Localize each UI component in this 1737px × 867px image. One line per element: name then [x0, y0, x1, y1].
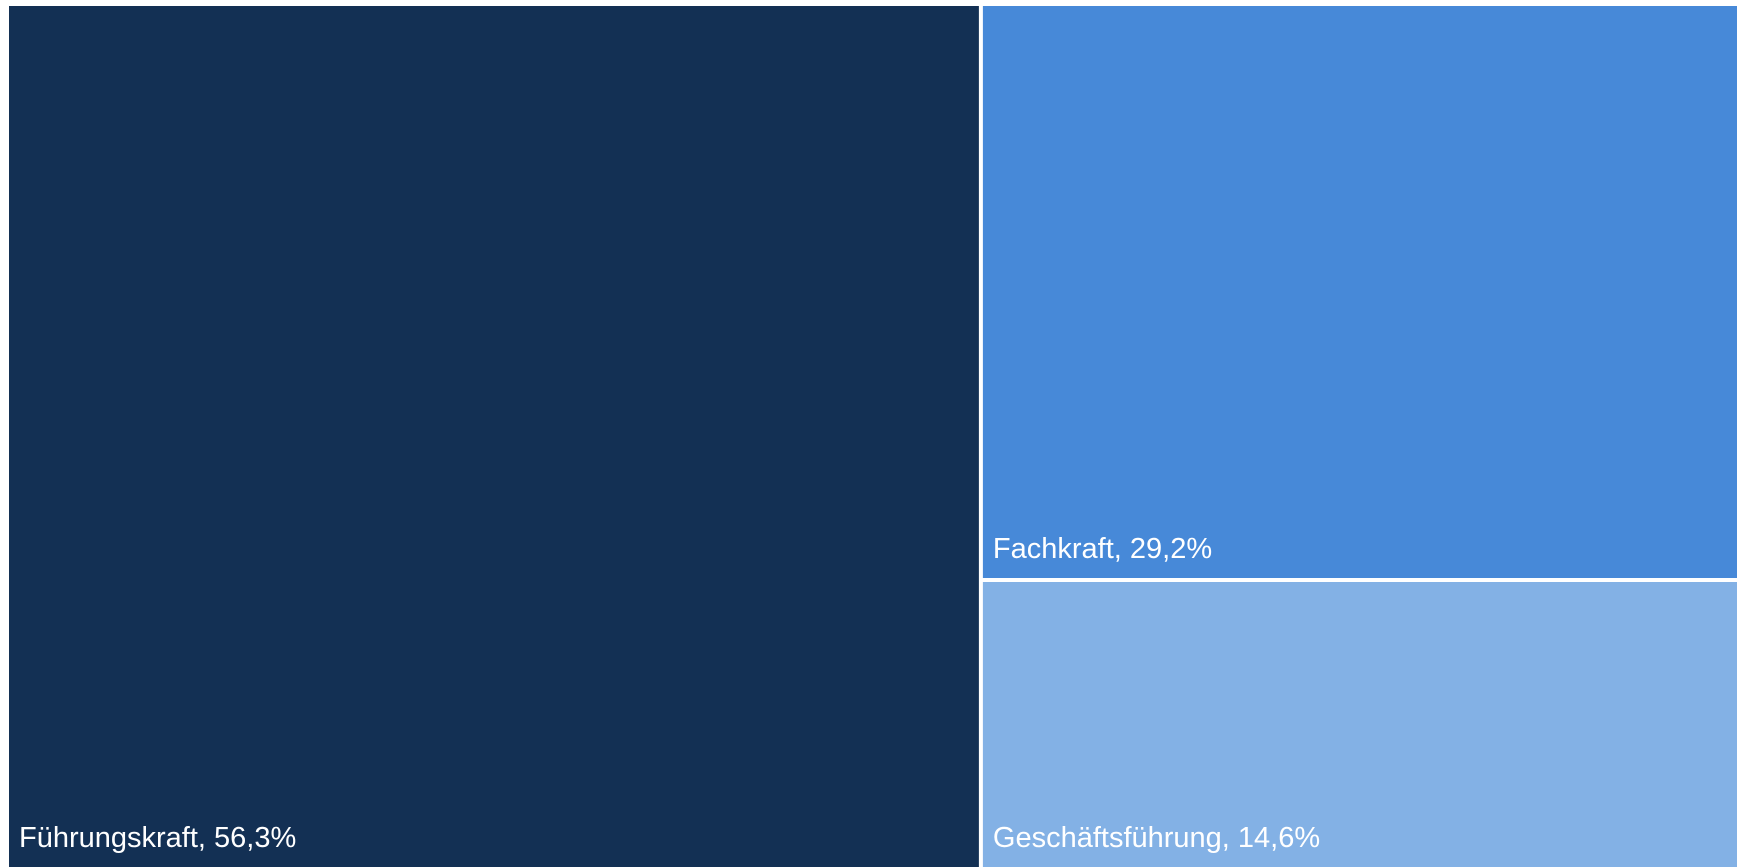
tile-label: Fachkraft, 29,2% — [993, 533, 1212, 565]
tile — [982, 6, 1737, 578]
tile — [982, 582, 1737, 867]
tile — [9, 6, 979, 867]
tile-label: Geschäftsführung, 14,6% — [993, 822, 1320, 854]
tile-label: Führungskraft, 56,3% — [19, 822, 296, 854]
